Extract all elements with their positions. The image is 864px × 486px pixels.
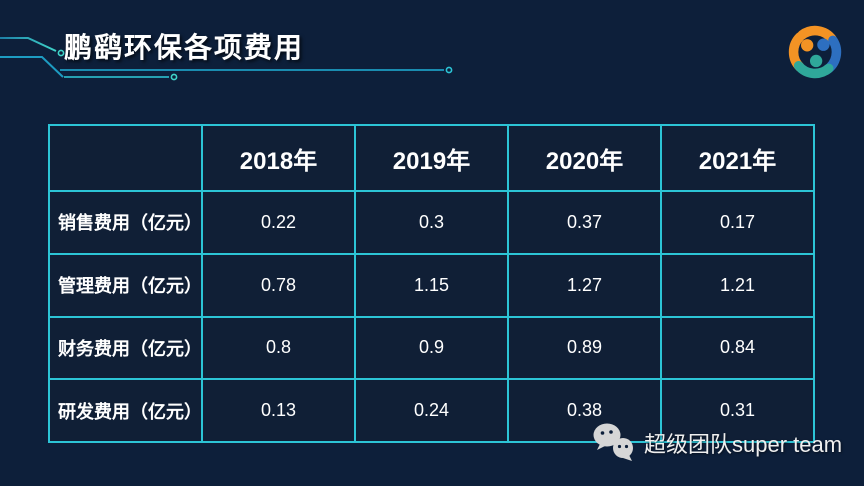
- header-empty-cell: [48, 124, 203, 192]
- cell-value: 0.17: [660, 190, 815, 255]
- table-row: 研发费用（亿元） 0.13 0.24 0.38 0.31: [48, 378, 815, 443]
- cell-value: 0.22: [201, 190, 356, 255]
- cell-value: 0.37: [507, 190, 662, 255]
- watermark: 超级团队super team: [592, 422, 842, 464]
- cell-value: 0.8: [201, 315, 356, 381]
- cell-value: 1.15: [354, 252, 509, 318]
- header-2020: 2020年: [507, 124, 662, 192]
- row-label-sales: 销售费用（亿元）: [48, 190, 203, 255]
- cell-value: 1.27: [507, 252, 662, 318]
- cell-value: 0.24: [354, 378, 509, 443]
- table-row: 管理费用（亿元） 0.78 1.15 1.27 1.21: [48, 252, 815, 318]
- cell-value: 0.31: [660, 378, 815, 443]
- cell-value: 0.9: [354, 315, 509, 381]
- wechat-icon: [593, 423, 633, 461]
- cell-value: 0.38: [507, 378, 662, 443]
- cell-value: 0.89: [507, 315, 662, 381]
- table-row: 财务费用（亿元） 0.8 0.9 0.89 0.84: [48, 315, 815, 381]
- header-row: 2018年 2019年 2020年 2021年: [48, 124, 815, 192]
- table-row: 销售费用（亿元） 0.22 0.3 0.37 0.17: [48, 190, 815, 255]
- circuit-lines-icon: [0, 37, 453, 81]
- expenses-table: 2018年 2019年 2020年 2021年 销售费用（亿元） 0.22 0.…: [48, 124, 815, 443]
- page-title: 鹏鹞环保各项费用: [64, 32, 305, 63]
- cell-value: 0.78: [201, 252, 356, 318]
- header-2021: 2021年: [660, 124, 815, 192]
- row-label-rnd: 研发费用（亿元）: [48, 378, 203, 443]
- cell-value: 1.21: [660, 252, 815, 318]
- cell-value: 0.84: [660, 315, 815, 381]
- watermark-text: 超级团队super team: [644, 432, 843, 457]
- row-label-finance: 财务费用（亿元）: [48, 315, 203, 381]
- cell-value: 0.13: [201, 378, 356, 443]
- cell-value: 0.3: [354, 190, 509, 255]
- team-swirl-logo-icon: [788, 25, 842, 79]
- row-label-admin: 管理费用（亿元）: [48, 252, 203, 318]
- header-2018: 2018年: [201, 124, 356, 192]
- header-2019: 2019年: [354, 124, 509, 192]
